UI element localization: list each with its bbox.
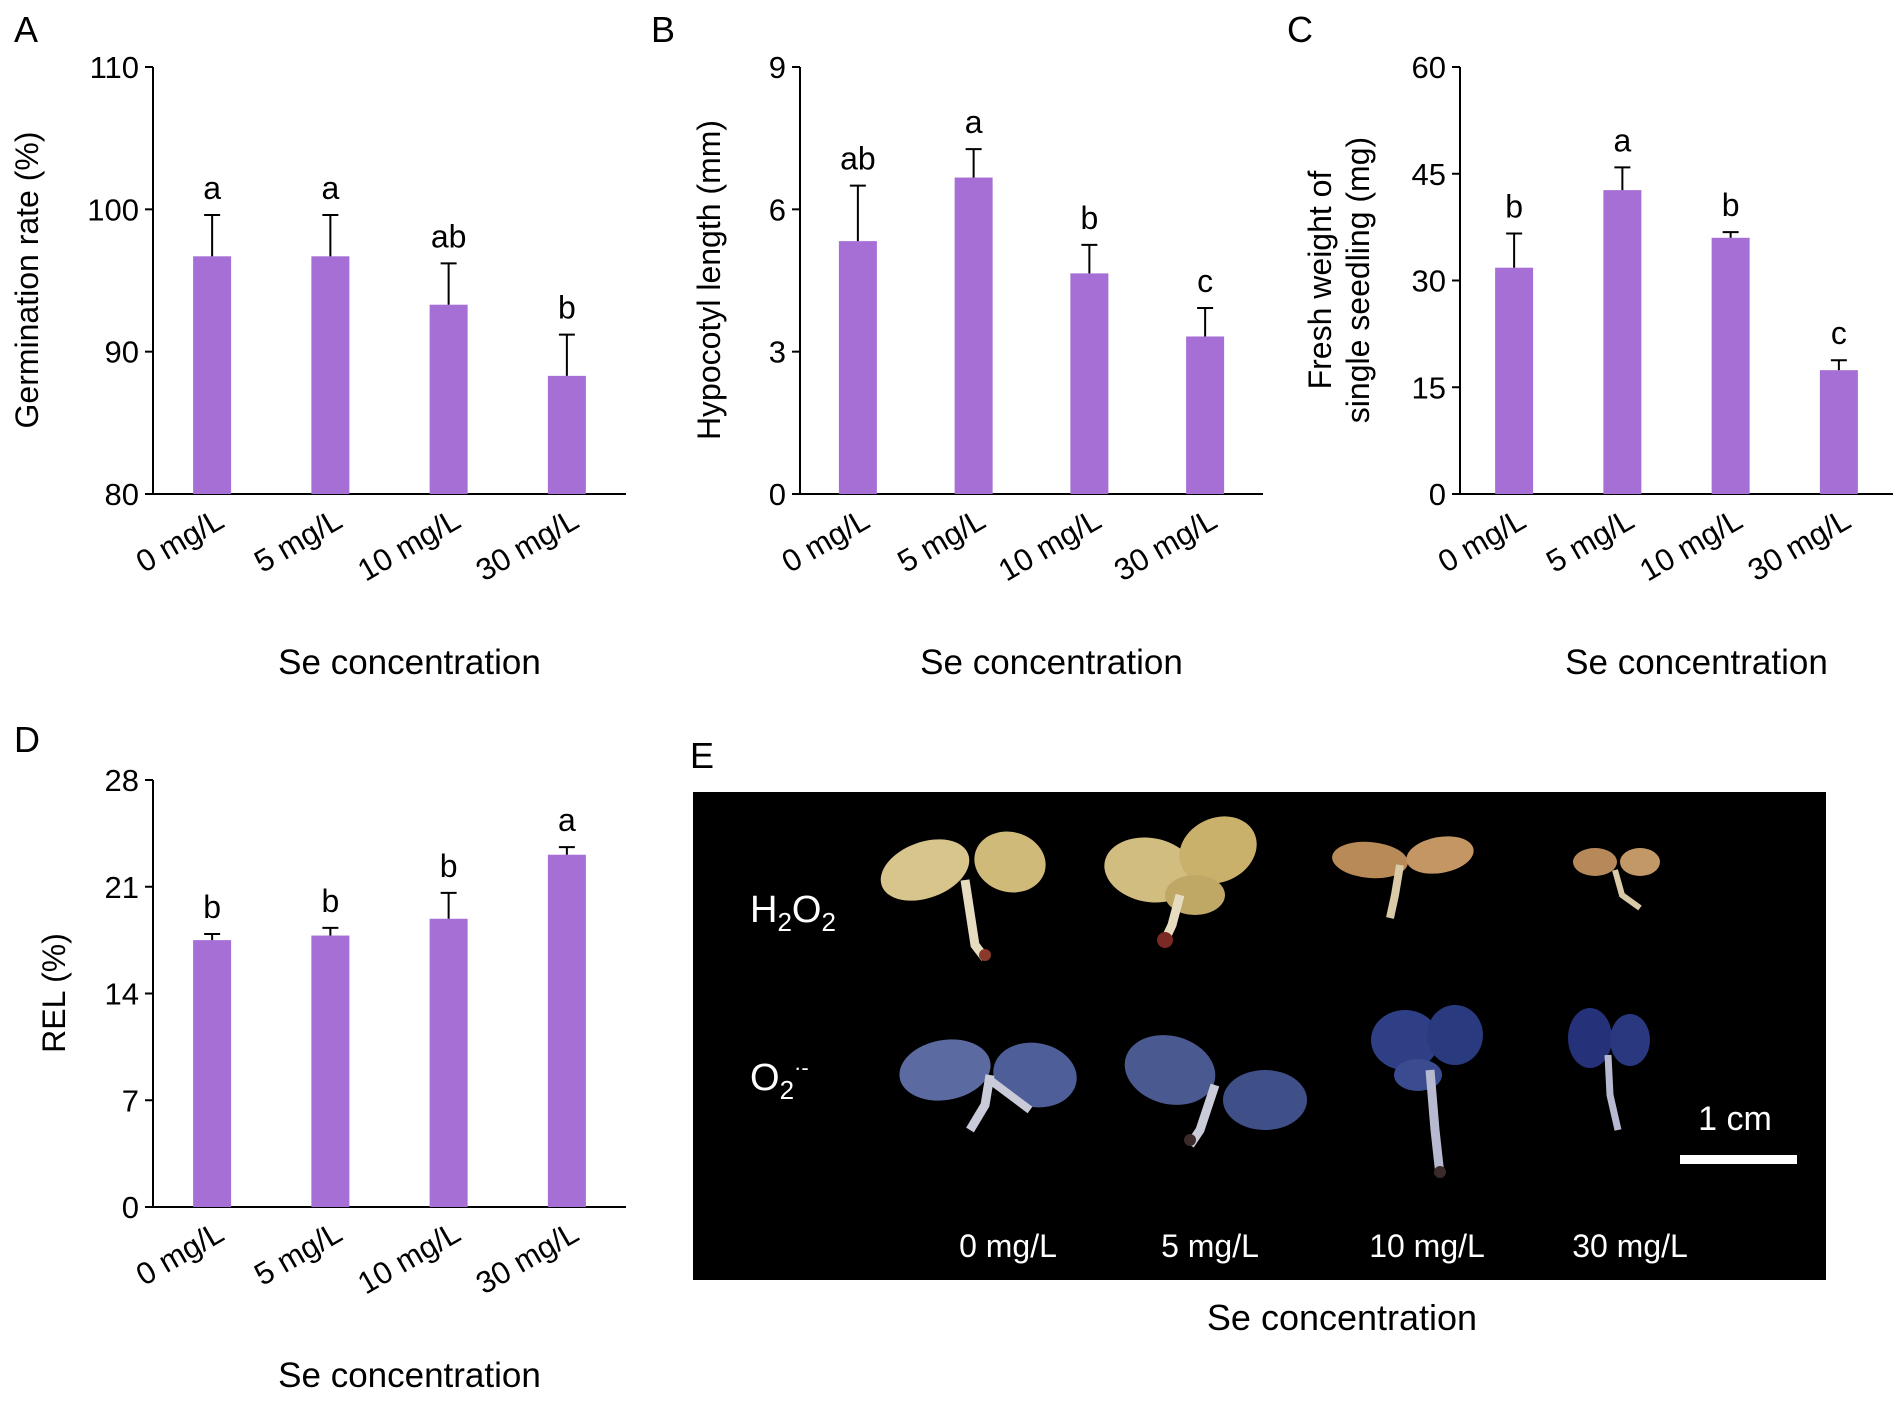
- bar: [547, 854, 586, 1207]
- significance-letter: b: [1505, 189, 1523, 225]
- y-axis-title: Fresh weight of: [1302, 171, 1338, 390]
- significance-letter: c: [1197, 263, 1213, 299]
- bar: [954, 177, 993, 494]
- seedling-o2-5mg: [1124, 1035, 1307, 1148]
- panel-e-staining-photo: E H2O2 O2·-: [690, 735, 1826, 1338]
- y-tick-label: 7: [122, 1083, 139, 1118]
- y-tick-label: 21: [105, 870, 139, 905]
- significance-letter: a: [965, 104, 983, 140]
- y-axis-title: REL (%): [36, 933, 72, 1053]
- x-axis-title: Se concentration: [920, 643, 1183, 682]
- y-tick-label: 30: [1412, 264, 1446, 299]
- panel-label: B: [651, 9, 675, 50]
- y-tick-label: 14: [105, 977, 139, 1012]
- panel-label: C: [1287, 9, 1313, 50]
- x-axis-title: Se concentration: [278, 1356, 541, 1395]
- bar: [1603, 190, 1642, 494]
- seedling-o2-30mg: [1568, 1008, 1650, 1131]
- y-tick-label: 110: [90, 50, 139, 85]
- y-tick-label: 15: [1412, 370, 1446, 405]
- x-tick-label: 0 mg/L: [130, 1215, 230, 1293]
- x-tick-label: 5 mg/L: [1540, 502, 1640, 580]
- x-tick-label: 0 mg/L: [1432, 502, 1532, 580]
- bar: [429, 304, 468, 494]
- bar: [311, 935, 350, 1207]
- panel-label-e: E: [690, 735, 714, 776]
- bar: [547, 375, 586, 494]
- significance-letter: c: [1831, 315, 1847, 351]
- y-tick-label: 28: [105, 763, 139, 798]
- x-tick-label: 30 mg/L: [1742, 502, 1857, 588]
- x-tick-label: 5 mg/L: [248, 1215, 348, 1293]
- photo-column-label: 30 mg/L: [1572, 1228, 1688, 1264]
- bar: [1711, 237, 1750, 495]
- significance-letter: a: [321, 170, 339, 206]
- x-tick-label: 30 mg/L: [1108, 502, 1223, 588]
- significance-letter: b: [1722, 187, 1740, 223]
- x-tick-label: 10 mg/L: [992, 502, 1107, 588]
- row-label-superoxide: O2·-: [750, 1055, 809, 1105]
- x-axis-title: Se concentration: [278, 643, 541, 682]
- y-tick-label: 90: [105, 335, 139, 370]
- significance-letter: b: [1080, 200, 1098, 236]
- y-tick-label: 45: [1412, 157, 1446, 192]
- bar: [193, 256, 232, 494]
- y-tick-label: 80: [105, 477, 139, 512]
- y-tick-label: 0: [769, 477, 786, 512]
- significance-letter: ab: [431, 218, 467, 254]
- x-tick-label: 30 mg/L: [470, 502, 585, 588]
- photo-column-label: 10 mg/L: [1369, 1228, 1485, 1264]
- panel-label: A: [14, 9, 38, 50]
- scale-bar: [1680, 1155, 1797, 1164]
- bar: [193, 940, 232, 1207]
- y-tick-label: 0: [122, 1190, 139, 1225]
- row-label-h2o2: H2O2: [750, 889, 836, 937]
- bar: [311, 256, 350, 494]
- significance-letter: a: [558, 802, 576, 838]
- x-tick-label: 5 mg/L: [892, 502, 992, 580]
- y-tick-label: 100: [87, 192, 139, 227]
- x-axis-title: Se concentration: [1565, 643, 1828, 682]
- panel-label: D: [14, 719, 40, 760]
- y-tick-label: 6: [769, 192, 786, 227]
- seedling-o2-10mg: [1371, 1005, 1483, 1178]
- x-tick-label: 10 mg/L: [352, 1215, 467, 1301]
- x-tick-label: 0 mg/L: [130, 502, 230, 580]
- significance-letter: a: [1613, 122, 1631, 158]
- photo-column-label: 5 mg/L: [1161, 1228, 1259, 1264]
- x-tick-label: 10 mg/L: [352, 502, 467, 588]
- y-tick-label: 60: [1412, 50, 1446, 85]
- significance-letter: a: [203, 170, 221, 206]
- panel-e-x-axis-title: Se concentration: [1207, 1297, 1477, 1338]
- seedling-h2o2-10mg: [1332, 836, 1474, 919]
- significance-letter: ab: [840, 141, 876, 177]
- significance-letter: b: [440, 848, 458, 884]
- bar: [1070, 273, 1109, 494]
- bar: [1186, 336, 1225, 494]
- significance-letter: b: [558, 290, 576, 326]
- bar: [1819, 370, 1858, 494]
- y-axis-title: Germination rate (%): [9, 132, 45, 429]
- x-tick-label: 5 mg/L: [248, 502, 348, 580]
- y-tick-label: 0: [1429, 477, 1446, 512]
- scale-bar-label: 1 cm: [1698, 1100, 1772, 1138]
- bar: [838, 241, 877, 494]
- photo-column-label: 0 mg/L: [959, 1228, 1057, 1264]
- seedling-o2-0mg: [899, 1039, 1077, 1133]
- x-tick-label: 10 mg/L: [1634, 502, 1749, 588]
- y-axis-title: Hypocotyl length (mm): [691, 120, 727, 440]
- bar: [1495, 267, 1534, 494]
- seedling-h2o2-5mg: [1104, 816, 1257, 948]
- bar: [429, 918, 468, 1207]
- seedling-h2o2-30mg: [1573, 848, 1660, 911]
- y-tick-label: 9: [769, 50, 786, 85]
- significance-letter: b: [321, 883, 339, 919]
- y-tick-label: 3: [769, 335, 786, 370]
- seedling-h2o2-0mg: [880, 831, 1046, 961]
- x-tick-label: 30 mg/L: [470, 1215, 585, 1301]
- y-axis-title: single seedling (mg): [1340, 137, 1376, 423]
- significance-letter: b: [203, 889, 221, 925]
- x-tick-label: 0 mg/L: [776, 502, 876, 580]
